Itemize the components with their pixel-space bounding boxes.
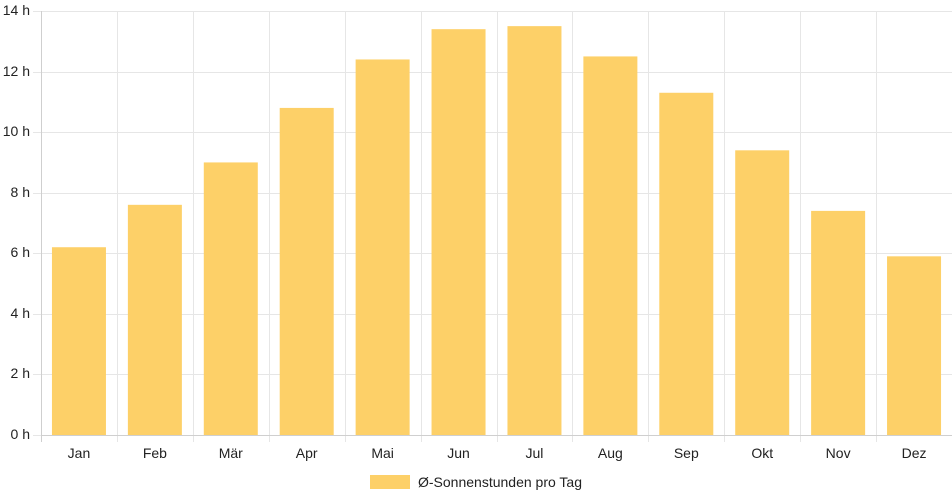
x-tick-label: Apr xyxy=(296,445,318,461)
bar-jun[interactable] xyxy=(431,29,486,436)
bar-apr[interactable] xyxy=(279,107,334,436)
legend-swatch[interactable] xyxy=(370,475,410,489)
x-tick-label: Jul xyxy=(526,445,544,461)
bar-sep[interactable] xyxy=(659,92,714,436)
x-tick-label: Jun xyxy=(447,445,470,461)
bar-jan[interactable] xyxy=(51,247,106,435)
y-tick-label: 10 h xyxy=(3,123,30,139)
y-tick-label: 4 h xyxy=(11,305,30,321)
grid-layer xyxy=(33,11,952,442)
x-tick-label: Sep xyxy=(674,445,699,461)
x-tick-label: Mai xyxy=(371,445,394,461)
bar-feb[interactable] xyxy=(127,204,182,435)
y-tick-label: 12 h xyxy=(3,63,30,79)
x-tick-label: Dez xyxy=(902,445,927,461)
legend-label[interactable]: Ø-Sonnenstunden pro Tag xyxy=(418,474,582,490)
x-tick-label: Nov xyxy=(826,445,851,461)
x-tick-label: Jan xyxy=(68,445,91,461)
axis-layer: 0 h 2 h 4 h 6 h 8 h 10 h 12 h 14 h Jan Feb Mär Apr M… xyxy=(3,2,952,461)
bar-jul[interactable] xyxy=(507,26,562,436)
y-tick-label: 8 h xyxy=(11,184,30,200)
y-tick-label: 6 h xyxy=(11,244,30,260)
bar-mai[interactable] xyxy=(355,59,410,435)
x-tick-label: Feb xyxy=(143,445,167,461)
legend[interactable]: Ø-Sonnenstunden pro Tag xyxy=(370,474,582,490)
x-tick-label: Aug xyxy=(598,445,623,461)
bars-layer xyxy=(51,26,942,436)
bar-dez[interactable] xyxy=(887,256,942,435)
y-tick-label: 0 h xyxy=(11,426,30,442)
bar-nov[interactable] xyxy=(811,210,866,435)
y-tick-label: 14 h xyxy=(3,2,30,18)
bar-mär[interactable] xyxy=(203,162,258,435)
x-tick-label: Okt xyxy=(751,445,773,461)
y-tick-label: 2 h xyxy=(11,365,30,381)
bar-okt[interactable] xyxy=(735,150,790,436)
bar-aug[interactable] xyxy=(583,56,638,436)
x-tick-label: Mär xyxy=(219,445,243,461)
